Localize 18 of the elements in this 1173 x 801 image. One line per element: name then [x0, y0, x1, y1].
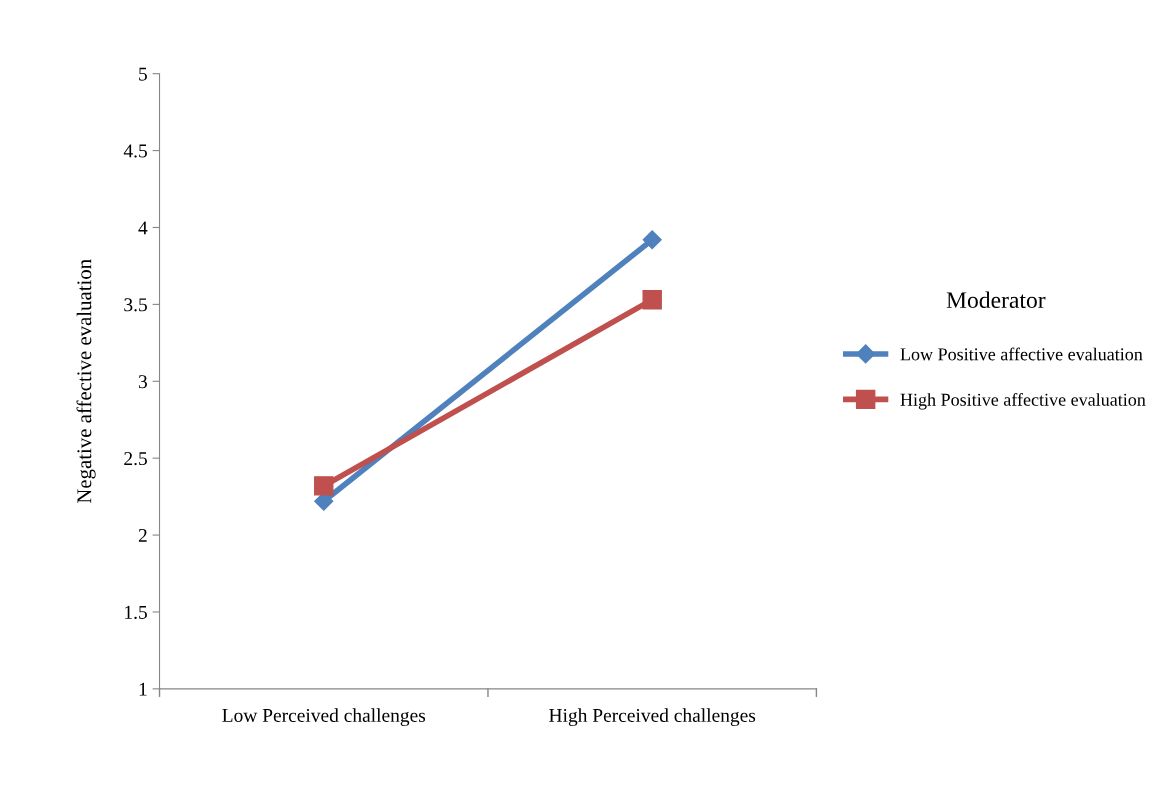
y-tick-label: 1.5: [125, 605, 147, 619]
x-tick-label: High Perceived challenges: [549, 708, 756, 726]
y-tick-label: 1: [139, 682, 147, 696]
legend-label: High Positive affective evaluation: [900, 392, 1146, 410]
y-tick-label: 3: [138, 375, 147, 389]
point: [642, 290, 662, 310]
x-tick-label: Low Perceived challenges: [222, 708, 426, 726]
y-tick-label: 4.5: [123, 144, 147, 158]
point: [314, 476, 334, 496]
y-tick-label: 2: [138, 528, 147, 542]
y-tick-label: 3.5: [124, 298, 147, 312]
y-tick-label: 2.5: [124, 452, 147, 466]
legend-label: Low Positive affective evaluation: [900, 347, 1143, 361]
legend-title: Moderator: [946, 291, 1046, 309]
y-tick-label: 4: [138, 221, 148, 235]
y-axis-title: Negative affective evaluation: [76, 259, 96, 504]
point: [642, 230, 662, 250]
y-tick-label: 5: [139, 67, 147, 81]
